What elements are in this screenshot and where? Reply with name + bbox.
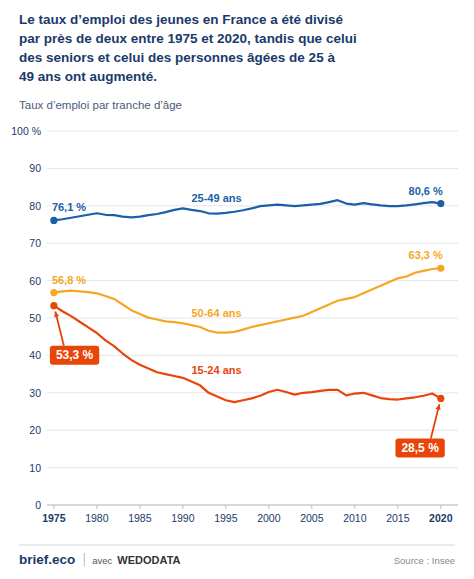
callout-arrowhead <box>436 404 441 410</box>
series-label: 25-49 ans <box>191 192 241 204</box>
footer-rule <box>19 545 455 546</box>
x-tick <box>182 505 183 509</box>
x-tick <box>354 505 355 509</box>
y-tick-label: 100 % <box>11 125 41 137</box>
grid-line <box>47 280 458 281</box>
x-tick-label: 2000 <box>257 512 281 524</box>
x-tick <box>53 505 54 509</box>
endpoint-dot <box>437 395 444 402</box>
grid-line <box>47 392 458 393</box>
x-tick-label: 1995 <box>214 512 238 524</box>
callout-arrowhead <box>54 311 59 317</box>
endpoint-dot <box>437 265 444 272</box>
value-label: 56,8 % <box>52 274 86 286</box>
x-tick <box>225 505 226 509</box>
chart: Le taux d’emploi des jeunes en France a … <box>0 0 474 579</box>
footer-text: avec <box>92 555 112 566</box>
x-tick-label: 1975 <box>42 512 66 524</box>
series-line <box>54 306 441 402</box>
x-tick-label: 1985 <box>128 512 152 524</box>
source: Source : Insee <box>394 555 455 566</box>
grid-line <box>47 467 458 468</box>
title: Le taux d’emploi des jeunes en France a … <box>19 12 357 84</box>
series-label: 15-24 ans <box>191 364 241 376</box>
y-tick-label: 20 <box>29 424 41 436</box>
y-tick-label: 50 <box>29 312 41 324</box>
grid-line <box>47 505 458 506</box>
x-tick <box>96 505 97 509</box>
x-tick <box>397 505 398 509</box>
y-tick-label: 80 <box>29 200 41 212</box>
y-tick-label: 70 <box>29 237 41 249</box>
y-tick-label: 30 <box>29 387 41 399</box>
value-callout: 28,5 % <box>395 404 444 457</box>
x-tick <box>311 505 312 509</box>
grid-line <box>47 430 458 431</box>
x-tick-label: 2020 <box>429 512 453 524</box>
x-tick <box>139 505 140 509</box>
x-tick <box>268 505 269 509</box>
x-tick-label: 2005 <box>300 512 324 524</box>
footer-divider <box>84 553 85 566</box>
value-label: 76,1 % <box>52 201 86 213</box>
x-tick-label: 1980 <box>85 512 109 524</box>
grid <box>47 131 458 505</box>
x-tick-label: 2015 <box>386 512 410 524</box>
x-tick-label: 1990 <box>171 512 195 524</box>
value-box <box>50 346 99 365</box>
grid-line <box>47 168 458 169</box>
endpoint-dot <box>50 217 57 224</box>
y-tick-label: 60 <box>29 275 41 287</box>
series-line <box>54 200 441 220</box>
value-label: 53,3 % <box>56 348 94 362</box>
x-tick <box>440 505 441 509</box>
value-box <box>395 438 444 457</box>
endpoint-dot <box>50 289 57 296</box>
footer-brand: brief.eco <box>19 552 75 567</box>
value-callout: 53,3 % <box>50 311 99 364</box>
value-label: 80,6 % <box>409 185 443 197</box>
y-tick-label: 10 <box>29 462 41 474</box>
footer-partner: WEDODATA <box>117 554 180 566</box>
value-label: 63,3 % <box>409 249 443 261</box>
grid-line <box>47 318 458 319</box>
value-label: 28,5 % <box>401 441 439 455</box>
grid-line <box>47 355 458 356</box>
endpoint-dot <box>437 200 444 207</box>
y-tick-label: 40 <box>29 349 41 361</box>
plot-area <box>50 200 444 402</box>
endpoint-dot <box>50 302 57 309</box>
series-line <box>54 268 441 332</box>
y-tick-label: 0 <box>35 499 41 511</box>
grid-line <box>47 131 458 132</box>
grid-line <box>47 243 458 244</box>
x-axis-line <box>47 505 458 506</box>
subtitle: Taux d’emploi par tranche d’âge <box>19 99 182 111</box>
series-label: 50-64 ans <box>191 307 241 319</box>
x-tick-label: 2010 <box>343 512 367 524</box>
y-tick-label: 90 <box>29 162 41 174</box>
